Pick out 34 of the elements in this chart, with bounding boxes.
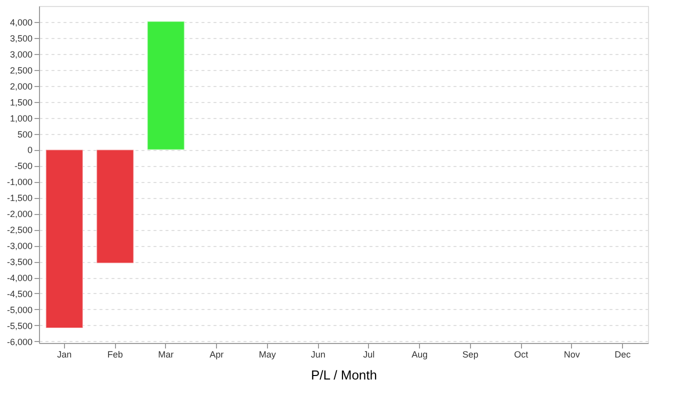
y-tick-label: 500 — [17, 129, 32, 140]
x-tick-label: Nov — [564, 350, 580, 360]
y-tick-label: -4,500 — [6, 288, 32, 299]
x-tick-label: Aug — [412, 350, 428, 360]
x-tick-label: Apr — [210, 350, 224, 360]
x-axis-title: P/L / Month — [311, 368, 377, 382]
y-tick-label: 3,500 — [10, 33, 32, 44]
y-tick-label: -2,000 — [6, 209, 32, 220]
x-tick-label: Sep — [462, 350, 478, 360]
y-tick-label: 3,000 — [10, 49, 32, 60]
x-tick-label: Jun — [310, 350, 326, 360]
y-tick-label: -5,500 — [6, 320, 32, 331]
x-tick-label: May — [258, 350, 276, 360]
x-tick-label: Oct — [514, 350, 529, 360]
y-tick-label: 1,000 — [10, 113, 32, 124]
y-tick-label: 2,500 — [10, 65, 32, 76]
y-tick-label: -3,000 — [6, 241, 32, 252]
y-tick-label: 0 — [27, 145, 32, 156]
y-tick-label: -1,000 — [6, 177, 32, 188]
x-tick-label: Jan — [57, 350, 72, 360]
y-tick-label: 1,500 — [10, 97, 32, 108]
y-tick-label: -4,000 — [6, 273, 32, 284]
y-tick-label: -2,500 — [6, 225, 32, 236]
y-tick-label: 4,000 — [10, 17, 32, 28]
x-tick-label: Mar — [158, 350, 174, 360]
x-tick-label: Dec — [614, 350, 632, 360]
y-tick-label: 2,000 — [10, 81, 32, 92]
x-tick-label: Jul — [363, 350, 375, 360]
y-tick-label: -500 — [14, 161, 32, 172]
y-tick-label: -3,500 — [6, 257, 32, 268]
y-tick-label: -5,000 — [6, 304, 32, 315]
y-tick-label: -1,500 — [6, 193, 32, 204]
x-tick-label: Feb — [107, 350, 123, 360]
y-tick-label: -6,000 — [6, 336, 32, 347]
